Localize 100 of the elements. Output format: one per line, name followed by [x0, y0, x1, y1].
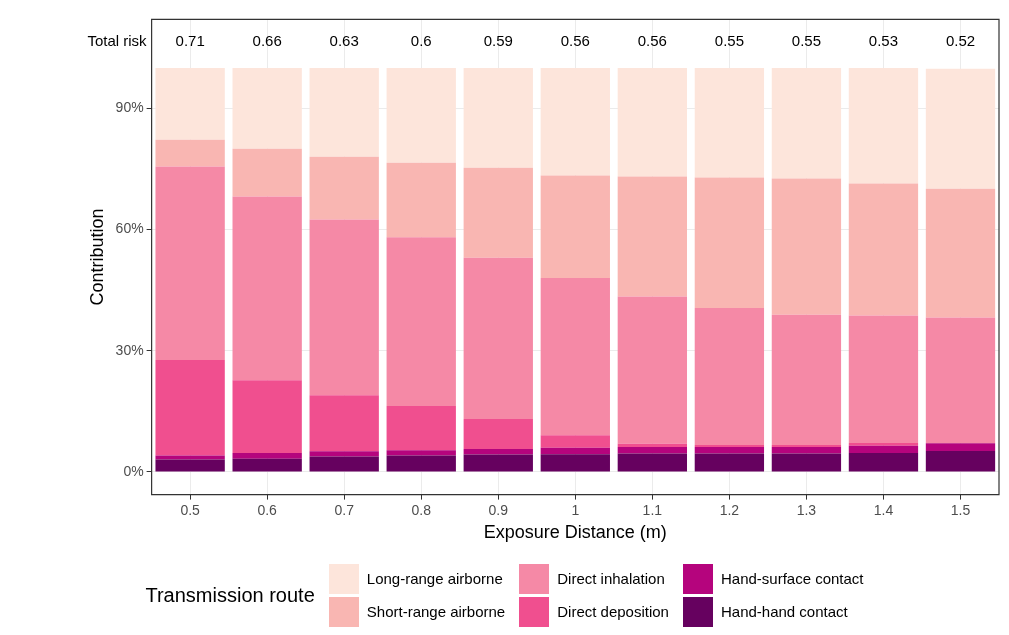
legend-label: Long-range airborne [366, 570, 503, 587]
x-axis-title: Exposure Distance (m) [483, 522, 667, 543]
annotation: 0.56 [637, 31, 667, 49]
x-tick-label: 0.7 [334, 501, 355, 518]
legend-label: Hand-surface contact [720, 570, 864, 587]
annotation: 0.52 [945, 31, 976, 49]
bar [925, 188, 996, 318]
annotation: 0.59 [483, 31, 513, 49]
annotation: 0.63 [329, 31, 359, 49]
bar [309, 219, 379, 396]
bar [848, 442, 919, 446]
bar [540, 67, 610, 176]
y-tick-label: 0% [123, 462, 144, 479]
bar [694, 453, 765, 472]
x-tick-label: 1.4 [873, 501, 894, 518]
bar [386, 237, 456, 407]
bar [540, 454, 610, 472]
bar [617, 67, 688, 177]
bar [386, 67, 456, 163]
bar [386, 406, 456, 451]
bar [309, 451, 379, 457]
bar [463, 67, 533, 168]
bar [463, 448, 533, 455]
bar [540, 435, 610, 448]
annotation: 0.56 [560, 31, 590, 49]
annotation: 0.6 [410, 31, 432, 49]
bar [463, 257, 533, 420]
x-tick-label: 1 [571, 501, 580, 518]
x-tick-label: 1.2 [719, 501, 740, 518]
bar [617, 296, 688, 444]
bar [232, 148, 302, 197]
bar [155, 455, 225, 460]
bar [309, 395, 379, 452]
bar [848, 183, 919, 316]
bar [617, 176, 688, 297]
bar [771, 178, 842, 315]
bar [848, 67, 919, 184]
y-tick-label: 60% [115, 220, 144, 237]
bar [386, 162, 456, 238]
bar [155, 360, 225, 456]
bar [925, 443, 996, 451]
bar [694, 444, 765, 447]
legend-label: Direct deposition [557, 603, 669, 620]
bar [617, 453, 688, 472]
x-tick-label: 0.6 [257, 501, 278, 518]
bar [925, 317, 996, 444]
legend-label: Hand-hand contact [720, 603, 848, 620]
annotation: 0.55 [791, 31, 822, 49]
bar [309, 156, 379, 220]
annotation: 0.71 [175, 31, 205, 49]
bar [232, 452, 302, 459]
annotation: 0.53 [868, 31, 899, 49]
bar [925, 68, 996, 189]
y-axis-title: Contribution [86, 208, 107, 306]
annotation: 0.55 [714, 31, 744, 49]
bar [771, 314, 842, 445]
legend-label: Short-range airborne [366, 603, 506, 620]
bar [694, 446, 765, 454]
bar [771, 453, 842, 472]
bar [848, 445, 919, 453]
bar [694, 67, 765, 178]
bar [386, 450, 456, 456]
x-tick-label: 1.1 [642, 501, 663, 518]
bar [771, 67, 842, 179]
bar [617, 443, 688, 447]
x-tick-label: 0.9 [488, 501, 509, 518]
bar [771, 444, 842, 447]
bar [463, 419, 533, 449]
bar [232, 458, 302, 472]
legend-title: Transmission route [145, 583, 315, 607]
bar [848, 452, 919, 472]
bar [232, 196, 302, 381]
bar [155, 166, 225, 361]
bar [309, 67, 379, 157]
text: Total risk [87, 31, 148, 49]
bar [694, 177, 765, 308]
bar [694, 307, 765, 445]
bar [925, 450, 996, 472]
bar [617, 446, 688, 454]
x-tick-label: 1.5 [950, 501, 971, 518]
bar [386, 455, 456, 472]
bar [232, 380, 302, 453]
bar [540, 278, 610, 436]
bar [540, 447, 610, 455]
bar [155, 459, 225, 472]
bar [848, 315, 919, 443]
bar [232, 67, 302, 149]
x-tick-label: 0.5 [180, 501, 201, 518]
bar [540, 175, 610, 279]
y-tick-label: 30% [115, 341, 144, 358]
bar [155, 139, 225, 167]
bar [463, 454, 533, 472]
bar [309, 456, 379, 472]
bar [155, 67, 225, 140]
bar [463, 167, 533, 258]
annotation: 0.66 [252, 31, 282, 49]
legend-label: Direct inhalation [557, 570, 665, 587]
x-tick-label: 0.8 [411, 501, 432, 518]
x-tick-label: 1.3 [796, 501, 817, 518]
y-tick-label: 90% [115, 99, 144, 116]
